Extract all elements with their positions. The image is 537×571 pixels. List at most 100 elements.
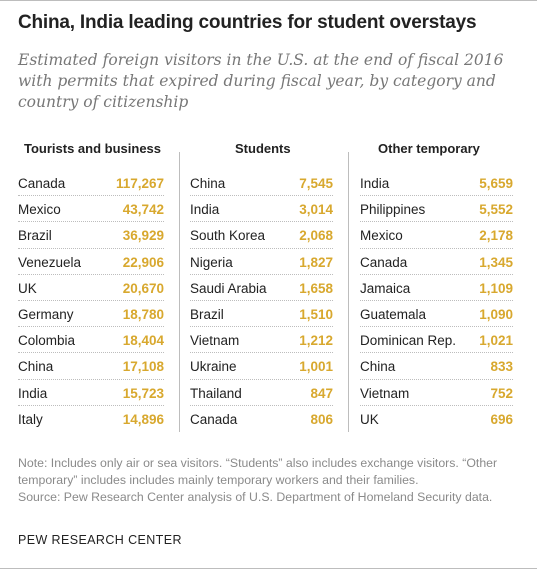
bottom-rule bbox=[0, 568, 537, 569]
country-label: Canada bbox=[18, 176, 66, 191]
country-label: Venezuela bbox=[18, 254, 82, 270]
country-label: Brazil bbox=[190, 306, 224, 322]
column-rows: India 5,659 Philippines 5,552 Mexico 2,178 Can… bbox=[360, 170, 513, 432]
table-row: Mexico 2,178 bbox=[360, 222, 513, 249]
column-rows: China 7,545 India 3,014 South Korea 2,068 Nige… bbox=[190, 170, 333, 432]
country-label: Mexico bbox=[360, 228, 403, 244]
chart-subtitle: Estimated foreign visitors in the U.S. a… bbox=[18, 51, 504, 111]
column-divider bbox=[348, 152, 349, 432]
country-label: South Korea bbox=[190, 228, 266, 244]
table-row: Canada 1,345 bbox=[360, 249, 513, 275]
value-label: 2,068 bbox=[299, 228, 333, 244]
value-label: 1,021 bbox=[479, 333, 513, 349]
column-divider bbox=[179, 152, 180, 432]
value-label: 1,109 bbox=[479, 280, 513, 296]
table-row: Colombia 18,404 bbox=[18, 327, 164, 354]
value-label: 1,510 bbox=[299, 306, 333, 322]
country-label: Brazil bbox=[18, 228, 52, 244]
table-row: Philippines 5,552 bbox=[360, 196, 513, 223]
country-label: Mexico bbox=[18, 202, 61, 218]
country-label: Canada bbox=[190, 411, 238, 427]
pew-research-logo-text: PEW RESEARCH CENTER bbox=[18, 533, 182, 547]
table-row: Canada 117,267 bbox=[18, 170, 164, 197]
table-row: China 17,108 bbox=[18, 353, 164, 380]
value-label: 14,896 bbox=[122, 411, 164, 427]
value-label: 7,545 bbox=[299, 176, 333, 191]
value-label: 20,670 bbox=[122, 280, 164, 296]
table-row: Italy 14,896 bbox=[18, 406, 164, 432]
country-label: Germany bbox=[18, 306, 74, 322]
country-label: Philippines bbox=[360, 202, 426, 218]
country-label: UK bbox=[18, 280, 37, 296]
table-row: Brazil 36,929 bbox=[18, 222, 164, 249]
column-header: Tourists and business bbox=[24, 141, 162, 156]
table-row: Guatemala 1,090 bbox=[360, 301, 513, 328]
table-row: Nigeria 1,827 bbox=[190, 249, 333, 275]
country-label: Saudi Arabia bbox=[190, 280, 267, 296]
country-label: India bbox=[360, 176, 390, 191]
country-label: India bbox=[18, 385, 48, 401]
table-row: Ukraine 1,001 bbox=[190, 353, 333, 380]
country-label: Vietnam bbox=[190, 333, 240, 349]
chart-title: China, India leading countries for stude… bbox=[18, 12, 477, 33]
country-label: China bbox=[360, 359, 396, 375]
value-label: 5,659 bbox=[479, 176, 513, 191]
table-row: Brazil 1,510 bbox=[190, 301, 333, 328]
column-header: Students bbox=[235, 141, 291, 156]
table-row: Venezuela 22,906 bbox=[18, 249, 164, 275]
table-row: Germany 18,780 bbox=[18, 301, 164, 328]
country-label: Colombia bbox=[18, 333, 76, 349]
table-row: South Korea 2,068 bbox=[190, 222, 333, 249]
value-label: 2,178 bbox=[479, 228, 513, 244]
country-label: China bbox=[190, 176, 226, 191]
table-row: Thailand 847 bbox=[190, 380, 333, 406]
table-row: China 7,545 bbox=[190, 170, 333, 197]
value-label: 1,345 bbox=[479, 254, 513, 270]
table-row: UK 696 bbox=[360, 406, 513, 432]
country-label: Italy bbox=[18, 411, 43, 427]
country-label: Jamaica bbox=[360, 280, 411, 296]
table-row: Mexico 43,742 bbox=[18, 196, 164, 223]
value-label: 18,780 bbox=[122, 306, 164, 322]
value-label: 17,108 bbox=[122, 359, 164, 375]
value-label: 3,014 bbox=[299, 202, 333, 218]
value-label: 43,742 bbox=[122, 202, 164, 218]
table-row: Jamaica 1,109 bbox=[360, 275, 513, 301]
value-label: 18,404 bbox=[122, 333, 164, 349]
country-label: Dominican Rep. bbox=[360, 333, 457, 349]
value-label: 22,906 bbox=[122, 254, 164, 270]
chart-notes: Note: Includes only air or sea visitors.… bbox=[18, 455, 518, 505]
value-label: 36,929 bbox=[122, 228, 164, 244]
country-label: Ukraine bbox=[190, 359, 237, 375]
country-label: Nigeria bbox=[190, 254, 233, 270]
value-label: 833 bbox=[490, 359, 513, 375]
value-label: 1,827 bbox=[299, 254, 333, 270]
country-label: Canada bbox=[360, 254, 408, 270]
source-text: Source: Pew Research Center analysis of … bbox=[18, 489, 493, 504]
table-row: India 5,659 bbox=[360, 170, 513, 197]
note-text: Note: Includes only air or sea visitors.… bbox=[18, 456, 498, 487]
country-label: Guatemala bbox=[360, 306, 427, 322]
country-label: China bbox=[18, 359, 54, 375]
value-label: 847 bbox=[310, 385, 333, 401]
country-label: Vietnam bbox=[360, 385, 410, 401]
table-row: Dominican Rep. 1,021 bbox=[360, 327, 513, 354]
value-label: 806 bbox=[310, 411, 333, 427]
value-label: 1,658 bbox=[299, 280, 333, 296]
value-label: 1,001 bbox=[299, 359, 333, 375]
value-label: 752 bbox=[490, 385, 513, 401]
table-row: India 3,014 bbox=[190, 196, 333, 223]
table-row: Vietnam 752 bbox=[360, 380, 513, 406]
table-row: China 833 bbox=[360, 353, 513, 380]
table-row: Saudi Arabia 1,658 bbox=[190, 275, 333, 301]
table-row: India 15,723 bbox=[18, 380, 164, 406]
table-row: UK 20,670 bbox=[18, 275, 164, 301]
value-label: 1,090 bbox=[479, 306, 513, 322]
table-row: Canada 806 bbox=[190, 406, 333, 432]
column-header: Other temporary bbox=[378, 141, 480, 156]
top-rule bbox=[0, 0, 537, 1]
value-label: 696 bbox=[490, 411, 513, 427]
value-label: 15,723 bbox=[122, 385, 164, 401]
value-label: 5,552 bbox=[479, 202, 513, 218]
